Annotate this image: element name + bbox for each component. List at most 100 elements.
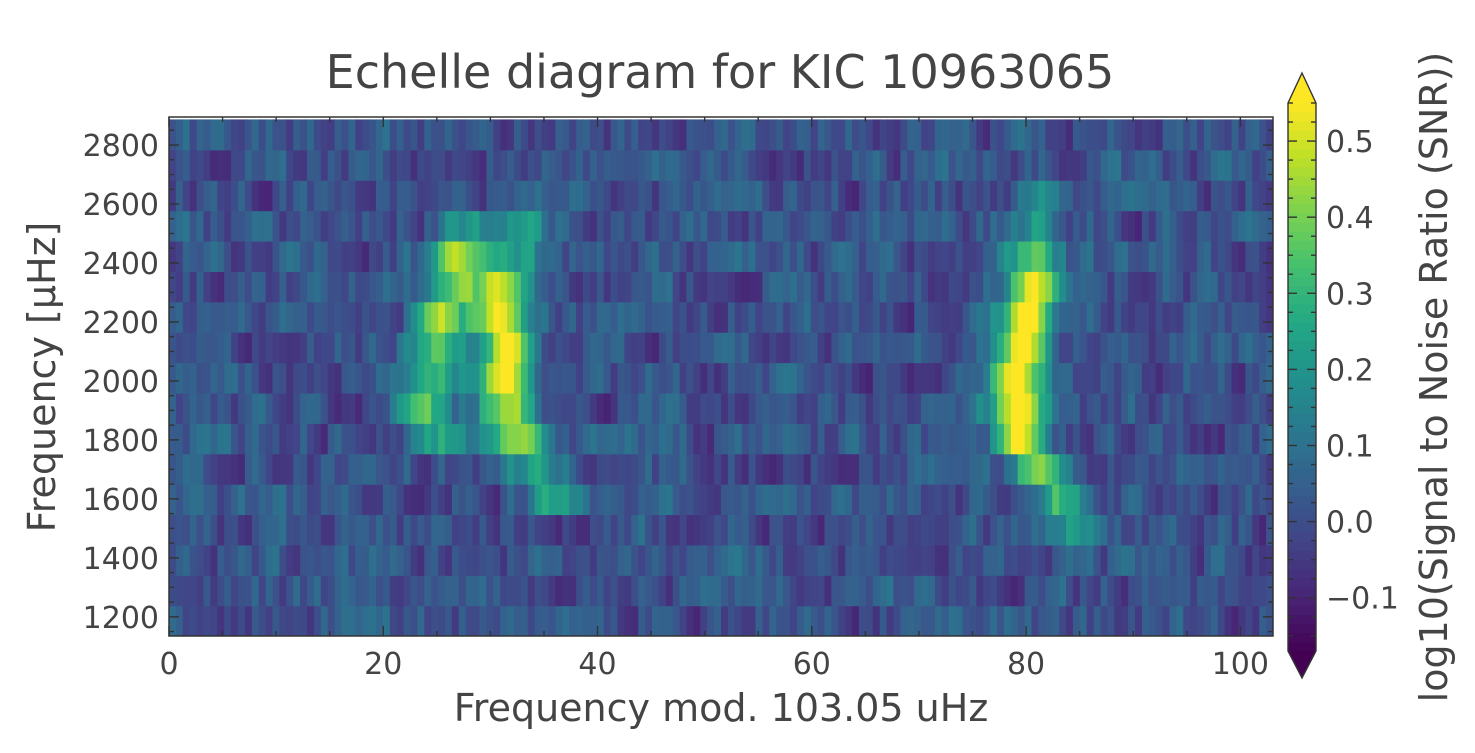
heatmap-cell bbox=[845, 484, 853, 516]
heatmap-cell bbox=[672, 149, 681, 181]
heatmap-cell bbox=[652, 240, 660, 272]
heatmap-cell bbox=[679, 149, 688, 181]
heatmap-cell bbox=[631, 484, 639, 516]
heatmap-cell bbox=[472, 544, 481, 576]
heatmap-cell bbox=[645, 544, 653, 576]
heatmap-cell bbox=[527, 210, 536, 242]
heatmap-cell bbox=[320, 423, 329, 455]
heatmap-cell bbox=[293, 362, 301, 394]
heatmap-cell bbox=[1141, 514, 1150, 546]
heatmap-cell bbox=[479, 271, 488, 303]
heatmap-cell bbox=[231, 575, 239, 607]
heatmap-cell bbox=[1210, 271, 1219, 303]
heatmap-cell bbox=[845, 180, 853, 212]
heatmap-cell bbox=[355, 544, 363, 576]
heatmap-cell bbox=[562, 210, 570, 242]
heatmap-cell bbox=[1197, 392, 1205, 424]
heatmap-cell bbox=[1141, 575, 1150, 607]
heatmap-cell bbox=[279, 180, 288, 212]
heatmap-cell bbox=[624, 271, 633, 303]
heatmap-cell bbox=[293, 180, 301, 212]
heatmap-cell bbox=[203, 484, 212, 516]
heatmap-cell bbox=[831, 240, 840, 272]
heatmap-cell bbox=[948, 301, 957, 333]
heatmap-cell bbox=[700, 514, 708, 546]
heatmap-cell bbox=[534, 240, 543, 272]
heatmap-cell bbox=[251, 453, 260, 485]
heatmap-cell bbox=[1148, 332, 1157, 364]
heatmap-cell bbox=[293, 149, 301, 181]
heatmap-cell bbox=[327, 301, 336, 333]
heatmap-cell bbox=[1224, 240, 1233, 272]
heatmap-cell bbox=[313, 332, 322, 364]
heatmap-cell bbox=[548, 605, 557, 636]
heatmap-cell bbox=[210, 544, 219, 576]
heatmap-cell bbox=[1266, 362, 1273, 394]
heatmap-cell bbox=[1024, 119, 1033, 151]
heatmap-cell bbox=[251, 210, 260, 242]
heatmap-cell bbox=[1059, 240, 1067, 272]
heatmap-cell bbox=[1190, 210, 1198, 242]
heatmap-cell bbox=[307, 180, 315, 212]
heatmap-cell bbox=[748, 119, 757, 151]
heatmap-cell bbox=[596, 544, 605, 576]
heatmap-cell bbox=[665, 210, 674, 242]
heatmap-cell bbox=[286, 332, 294, 364]
heatmap-cell bbox=[258, 149, 267, 181]
heatmap-cell bbox=[1066, 484, 1074, 516]
heatmap-cell bbox=[493, 392, 501, 424]
heatmap-cell bbox=[631, 301, 639, 333]
heatmap-cell bbox=[914, 149, 922, 181]
heatmap-cell bbox=[196, 605, 205, 636]
heatmap-cell bbox=[934, 119, 943, 151]
heatmap-cell bbox=[893, 210, 902, 242]
heatmap-cell bbox=[769, 453, 777, 485]
heatmap-cell bbox=[327, 180, 336, 212]
heatmap-cell bbox=[1183, 332, 1191, 364]
heatmap-cell bbox=[583, 149, 591, 181]
heatmap-cell bbox=[886, 180, 895, 212]
heatmap-cell bbox=[203, 332, 212, 364]
heatmap-cell bbox=[727, 605, 736, 636]
heatmap-cell bbox=[776, 271, 784, 303]
heatmap-cell bbox=[948, 240, 957, 272]
heatmap-cell bbox=[1017, 362, 1026, 394]
heatmap-cell bbox=[1052, 119, 1060, 151]
heatmap-cell bbox=[493, 332, 501, 364]
heatmap-cell bbox=[1079, 605, 1088, 636]
heatmap-cell bbox=[251, 332, 260, 364]
heatmap-cell bbox=[928, 332, 936, 364]
heatmap-cell bbox=[921, 271, 929, 303]
heatmap-cell bbox=[1190, 453, 1198, 485]
heatmap-cell bbox=[631, 362, 639, 394]
heatmap-cell bbox=[500, 210, 508, 242]
heatmap-cell bbox=[1003, 605, 1012, 636]
heatmap-cell bbox=[569, 544, 577, 576]
heatmap-cell bbox=[734, 301, 743, 333]
heatmap-cell bbox=[714, 544, 722, 576]
heatmap-cell bbox=[852, 149, 860, 181]
heatmap-cell bbox=[589, 240, 598, 272]
heatmap-cell bbox=[624, 423, 633, 455]
heatmap-cell bbox=[645, 605, 653, 636]
heatmap-cell bbox=[527, 149, 536, 181]
heatmap-cell bbox=[189, 423, 198, 455]
heatmap-cell bbox=[472, 575, 481, 607]
heatmap-cell bbox=[438, 544, 446, 576]
heatmap-cell bbox=[803, 301, 812, 333]
heatmap-cell bbox=[1066, 575, 1074, 607]
heatmap-cell bbox=[369, 119, 377, 151]
colorbar-segment bbox=[1288, 577, 1316, 588]
colorbar-segment bbox=[1288, 258, 1316, 268]
heatmap-cell bbox=[790, 544, 798, 576]
heatmap-cell bbox=[941, 301, 950, 333]
heatmap-cell bbox=[1010, 392, 1019, 424]
heatmap-cell bbox=[217, 119, 225, 151]
heatmap-cell bbox=[969, 484, 978, 516]
heatmap-cell bbox=[493, 575, 501, 607]
heatmap-cell bbox=[527, 240, 536, 272]
heatmap-cell bbox=[210, 514, 219, 546]
heatmap-cell bbox=[603, 575, 612, 607]
heatmap-cell bbox=[1079, 301, 1088, 333]
heatmap-cell bbox=[1238, 453, 1247, 485]
